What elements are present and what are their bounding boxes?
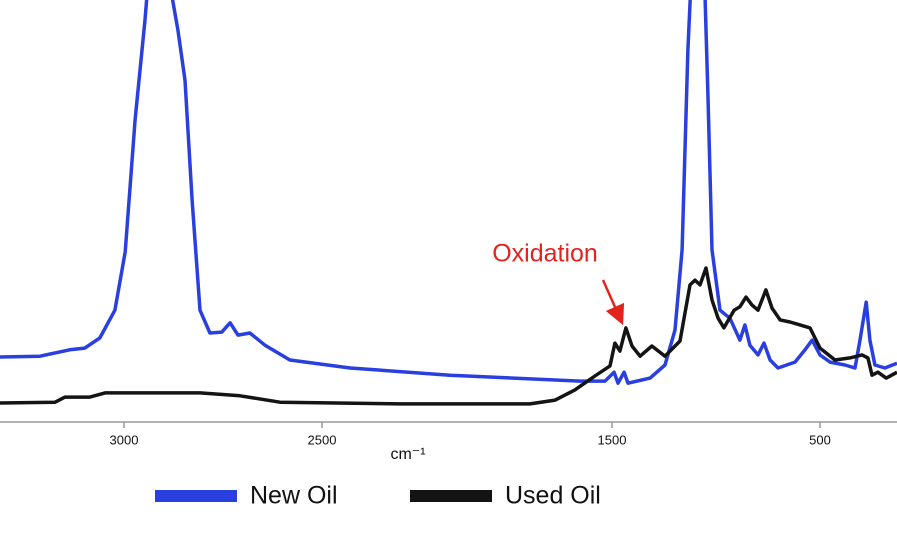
x-tick-label: 1500 — [598, 432, 627, 447]
x-axis-label: cm⁻¹ — [390, 446, 425, 463]
x-tick-label: 500 — [809, 432, 831, 447]
legend-swatch — [410, 490, 492, 502]
x-tick-label: 2500 — [308, 432, 337, 447]
legend-label: Used Oil — [505, 482, 601, 510]
series-line — [0, 266, 897, 406]
legend-label: New Oil — [250, 482, 338, 510]
legend-swatch — [155, 490, 237, 502]
series-line — [0, 0, 897, 385]
annotation-arrow — [601, 279, 625, 326]
plot-area — [0, 0, 897, 406]
annotation: Oxidation — [492, 240, 598, 268]
legend: New Oil Used Oil — [155, 482, 601, 510]
x-tick-label: 3000 — [110, 432, 139, 447]
